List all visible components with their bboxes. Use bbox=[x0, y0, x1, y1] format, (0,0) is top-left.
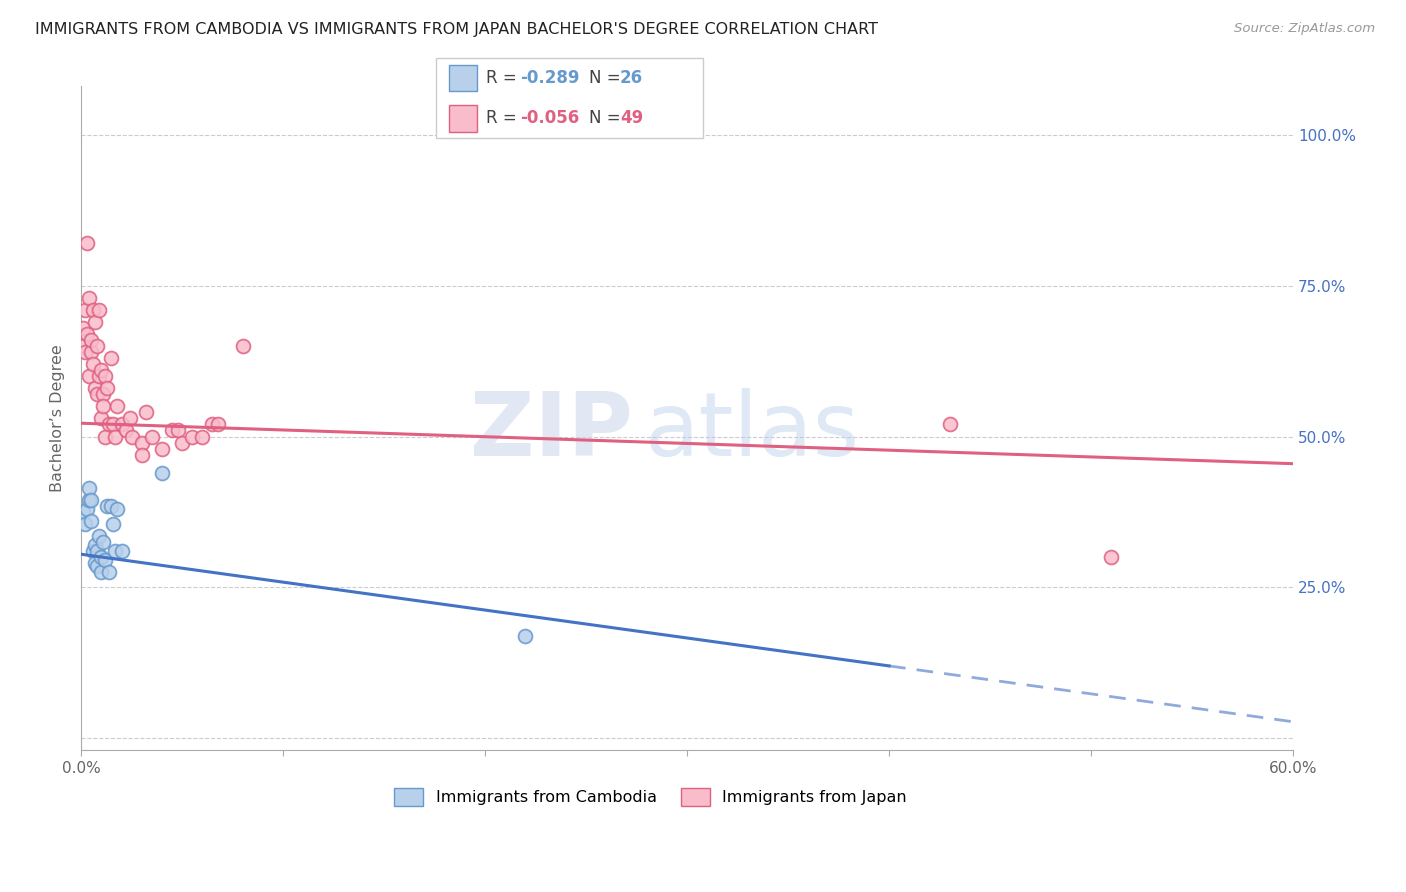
Point bbox=[80, 345, 103, 359]
Text: -0.056: -0.056 bbox=[520, 109, 579, 128]
Point bbox=[131, 435, 153, 450]
Text: N =: N = bbox=[589, 109, 626, 128]
Text: atlas: atlas bbox=[644, 388, 859, 475]
Point bbox=[90, 566, 112, 580]
Point bbox=[98, 417, 121, 432]
Point bbox=[82, 357, 104, 371]
Point bbox=[172, 435, 194, 450]
Point bbox=[104, 429, 127, 443]
Point bbox=[94, 553, 117, 567]
Point bbox=[89, 369, 111, 384]
Point bbox=[91, 387, 114, 401]
Point bbox=[77, 291, 100, 305]
Point bbox=[90, 550, 112, 565]
Point bbox=[75, 516, 97, 531]
Point bbox=[84, 556, 107, 570]
Text: IMMIGRANTS FROM CAMBODIA VS IMMIGRANTS FROM JAPAN BACHELOR'S DEGREE CORRELATION : IMMIGRANTS FROM CAMBODIA VS IMMIGRANTS F… bbox=[35, 22, 879, 37]
Y-axis label: Bachelor’s Degree: Bachelor’s Degree bbox=[51, 344, 65, 492]
Point bbox=[90, 411, 112, 425]
Point bbox=[75, 345, 97, 359]
Text: N =: N = bbox=[589, 69, 626, 87]
Point bbox=[82, 302, 104, 317]
Point bbox=[207, 417, 229, 432]
Point bbox=[103, 516, 125, 531]
Point bbox=[91, 400, 114, 414]
Point bbox=[77, 369, 100, 384]
Point bbox=[86, 387, 108, 401]
Point bbox=[94, 429, 117, 443]
Point bbox=[150, 466, 173, 480]
Point bbox=[121, 429, 143, 443]
Point bbox=[135, 405, 157, 419]
Point bbox=[110, 417, 132, 432]
Point bbox=[89, 302, 111, 317]
Point bbox=[131, 448, 153, 462]
Point bbox=[150, 442, 173, 456]
Point bbox=[75, 302, 97, 317]
Point bbox=[107, 502, 129, 516]
Point bbox=[118, 411, 141, 425]
Point bbox=[110, 544, 132, 558]
Point bbox=[72, 505, 94, 519]
Point bbox=[82, 544, 104, 558]
Point bbox=[84, 315, 107, 329]
Point bbox=[1099, 550, 1122, 565]
Point bbox=[84, 538, 107, 552]
Text: ZIP: ZIP bbox=[470, 388, 633, 475]
Point bbox=[90, 363, 112, 377]
Point bbox=[167, 424, 190, 438]
Point bbox=[114, 424, 136, 438]
Text: Source: ZipAtlas.com: Source: ZipAtlas.com bbox=[1234, 22, 1375, 36]
Point bbox=[100, 499, 122, 513]
Legend: Immigrants from Cambodia, Immigrants from Japan: Immigrants from Cambodia, Immigrants fro… bbox=[388, 782, 914, 813]
Point bbox=[86, 559, 108, 574]
Point bbox=[100, 351, 122, 365]
Point bbox=[141, 429, 163, 443]
Point bbox=[938, 417, 960, 432]
Text: 49: 49 bbox=[620, 109, 644, 128]
Text: 26: 26 bbox=[620, 69, 643, 87]
Point bbox=[232, 339, 254, 353]
Point bbox=[76, 236, 98, 251]
Point bbox=[77, 492, 100, 507]
Point bbox=[91, 535, 114, 549]
Point bbox=[86, 339, 108, 353]
Point bbox=[72, 339, 94, 353]
Point bbox=[191, 429, 214, 443]
Point bbox=[181, 429, 204, 443]
Point bbox=[76, 502, 98, 516]
Point bbox=[160, 424, 183, 438]
Point bbox=[72, 321, 94, 335]
Point bbox=[80, 492, 103, 507]
Point bbox=[201, 417, 224, 432]
Point bbox=[98, 566, 121, 580]
Point bbox=[80, 514, 103, 528]
Point bbox=[77, 481, 100, 495]
Point bbox=[76, 326, 98, 341]
Point bbox=[94, 369, 117, 384]
Point bbox=[96, 499, 118, 513]
Point bbox=[86, 544, 108, 558]
Point bbox=[89, 529, 111, 543]
Text: -0.289: -0.289 bbox=[520, 69, 579, 87]
Point bbox=[107, 400, 129, 414]
Text: R =: R = bbox=[486, 69, 523, 87]
Text: R =: R = bbox=[486, 109, 523, 128]
Point bbox=[84, 381, 107, 395]
Point bbox=[80, 333, 103, 347]
Point bbox=[515, 629, 537, 643]
Point bbox=[96, 381, 118, 395]
Point bbox=[103, 417, 125, 432]
Point bbox=[104, 544, 127, 558]
